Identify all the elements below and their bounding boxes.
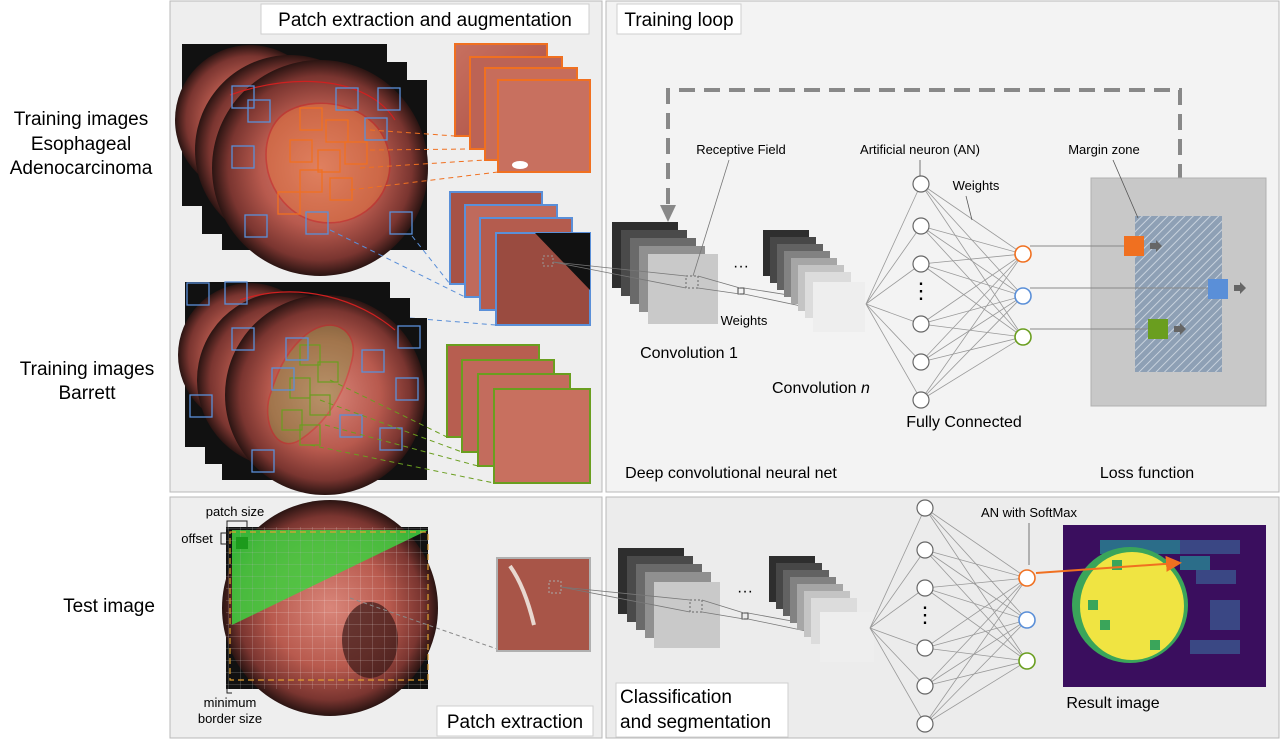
row-label-barrett-line2: Barrett — [58, 383, 116, 404]
test-fc-nodes — [916, 499, 1036, 733]
test-fc-hidden-node — [916, 541, 934, 559]
normal-patch-stack — [449, 191, 591, 326]
training-loop-title-box — [616, 3, 742, 35]
fc-network-lines — [865, 183, 1024, 401]
receptive-field-lines — [552, 159, 821, 311]
test-fc-vdots: ⋮ — [914, 602, 936, 627]
conv1-feature-maps — [612, 222, 745, 324]
conv-weights-label: Weights — [721, 313, 768, 328]
loss-output-normal — [1208, 279, 1228, 299]
row-label-adeno-line1: Training images — [14, 109, 148, 130]
minimum-border-line1: minimum — [204, 695, 257, 710]
test-fc-hidden-node — [916, 579, 934, 597]
patch-aug-title-box — [260, 3, 590, 35]
loss-arrows — [1150, 240, 1246, 335]
fc-hidden-node — [912, 255, 930, 273]
adeno-image-stack — [175, 44, 428, 276]
ellipsis-top: ··· — [733, 258, 749, 275]
patch-extraction-title-box — [436, 705, 594, 737]
loss-function-label: Loss function — [1100, 465, 1194, 482]
fc-weights-label: Weights — [953, 178, 1000, 193]
normal-patch-leaders — [329, 229, 497, 326]
convn-feature-maps — [763, 230, 865, 332]
convn-label: Convolution n — [772, 380, 870, 397]
fc-hidden-node — [912, 353, 930, 371]
test-fc-hidden-node — [916, 499, 934, 517]
barrett-patch-stack — [446, 344, 591, 484]
test-fc-output-node — [1018, 611, 1036, 629]
test-fc-output-node — [1018, 652, 1036, 670]
classification-title-line1: Classification — [620, 687, 732, 708]
minimum-border-line2: border size — [198, 711, 262, 726]
receptive-field-label: Receptive Field — [696, 142, 786, 157]
test-patch — [496, 557, 591, 652]
fc-output-node — [1014, 328, 1032, 346]
deep-cnn-label: Deep convolutional neural net — [625, 465, 837, 482]
row-label-adenocarcinoma: Training images Esophageal Adenocarcinom… — [10, 109, 153, 179]
feedback-loop-arrow — [666, 88, 1182, 210]
result-heatmap — [1063, 525, 1266, 687]
loss-function-box — [1090, 177, 1267, 407]
test-fc-hidden-node — [916, 715, 934, 733]
test-fc-lines — [869, 507, 1028, 725]
classification-title-line2: and segmentation — [620, 712, 771, 733]
patch-aug-title: Patch extraction and augmentation — [278, 10, 572, 31]
test-receptive-lines — [560, 586, 831, 637]
an-softmax-label: AN with SoftMax — [981, 505, 1078, 520]
result-image-label: Result image — [1066, 695, 1159, 712]
offset-label: offset — [181, 531, 213, 546]
softmax-to-result-arrow — [1035, 555, 1182, 574]
output-connections — [1030, 245, 1208, 330]
fc-network-nodes — [912, 175, 1032, 409]
test-conv1-feature-maps — [618, 548, 749, 648]
artificial-neuron-label: Artificial neuron (AN) — [860, 142, 980, 157]
fc-output-node — [1014, 245, 1032, 263]
row-label-adeno-line2: Esophageal — [31, 134, 131, 155]
row-label-adeno-line3: Adenocarcinoma — [10, 158, 153, 179]
training-loop-title: Training loop — [624, 10, 733, 31]
loss-output-cancer — [1124, 236, 1144, 256]
test-fc-hidden-node — [916, 639, 934, 657]
loss-output-barrett — [1148, 319, 1168, 339]
fc-hidden-node — [912, 315, 930, 333]
test-fc-hidden-node — [916, 677, 934, 695]
patch-extraction-title: Patch extraction — [447, 712, 583, 733]
cancer-patch-leaders — [349, 129, 499, 191]
barrett-patch-leaders — [309, 379, 495, 484]
test-fc-output-node — [1018, 569, 1036, 587]
fc-hidden-node — [912, 175, 930, 193]
fc-hidden-node — [912, 217, 930, 235]
cancer-patch-stack — [454, 43, 591, 173]
test-endoscopy-image — [222, 500, 438, 716]
row-label-barrett: Training images Barrett — [20, 359, 154, 404]
margin-zone-label: Margin zone — [1068, 142, 1140, 157]
fc-output-node — [1014, 287, 1032, 305]
ellipsis-bottom: ··· — [737, 583, 753, 600]
row-label-barrett-line1: Training images — [20, 359, 154, 380]
classification-title-box — [615, 682, 789, 738]
barrett-image-stack — [178, 281, 427, 495]
fully-connected-label: Fully Connected — [906, 414, 1022, 431]
fc-hidden-node — [912, 391, 930, 409]
row-label-test: Test image — [63, 596, 155, 617]
test-convn-feature-maps — [769, 556, 874, 662]
fc-vdots: ⋮ — [910, 278, 932, 303]
conv1-label: Convolution 1 — [640, 345, 738, 362]
patch-size-label: patch size — [206, 504, 265, 519]
